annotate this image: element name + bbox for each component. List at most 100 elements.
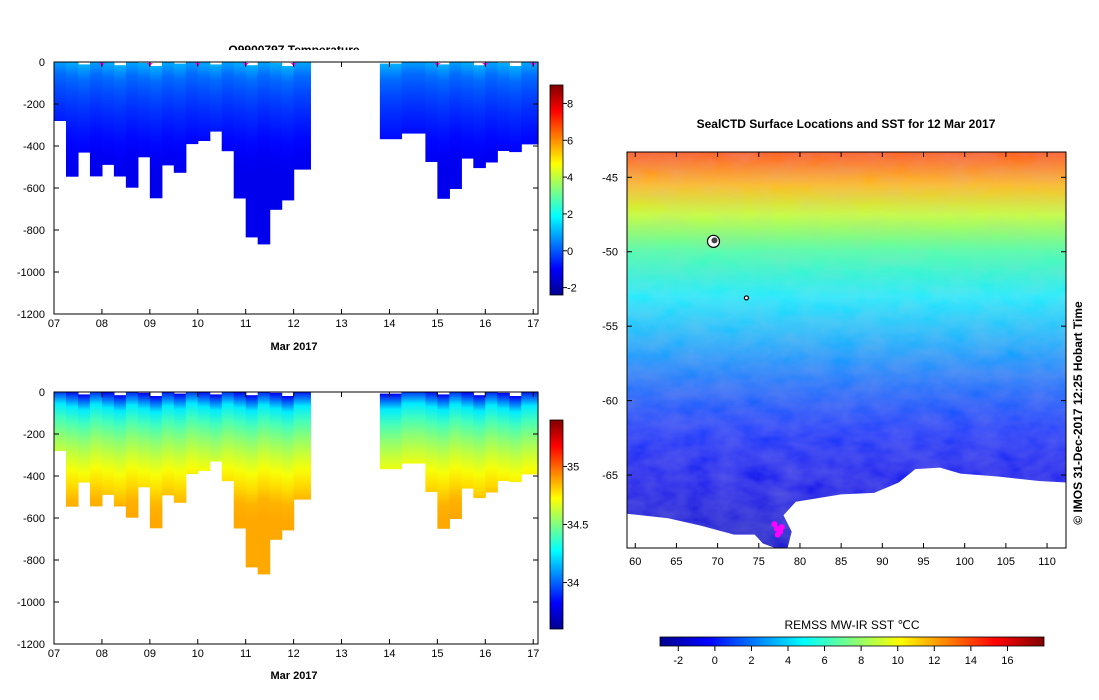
y-tick-label: 0 (39, 57, 45, 69)
map-x-tick-label: 105 (997, 556, 1015, 568)
map-x-tick-label: 85 (835, 556, 847, 568)
profile-column (485, 59, 498, 163)
profile-column (245, 65, 259, 238)
profile-column (521, 60, 539, 145)
salinity-colorbar (549, 419, 564, 630)
sst-colorbar-tick-label: 2 (748, 655, 754, 667)
x-tick-label: 17 (527, 318, 539, 330)
profile-column (125, 389, 139, 518)
profile-column (65, 61, 79, 177)
profile-column (293, 60, 311, 170)
profile-column (77, 394, 91, 483)
profile-column (113, 65, 127, 177)
salinity-y-axis: 0 -200 -400 -600 -800 -1000 -1200 (17, 387, 538, 651)
x-tick-label: 11 (240, 318, 251, 330)
y-tick-label: -600 (23, 513, 45, 525)
salinity-section (52, 380, 540, 575)
x-tick-label: 12 (287, 648, 299, 660)
temperature-colorbar (549, 84, 564, 296)
seal-positions (771, 521, 785, 538)
profile-column (245, 395, 259, 568)
sst-colorbar-tick-label: 0 (712, 655, 718, 667)
profile-column (461, 62, 474, 159)
profile-column (125, 59, 139, 188)
y-tick-label: -600 (23, 183, 45, 195)
temperature-y-axis: 0 -200 -400 -600 -800 -1000 -1200 (17, 57, 538, 321)
x-tick-label: 10 (192, 648, 204, 660)
sst-colorbar-tick-label: 6 (822, 655, 828, 667)
profile-column (197, 61, 211, 142)
profile-column (113, 395, 127, 507)
island-heard (743, 295, 750, 301)
profile-column (209, 64, 223, 132)
profile-column (161, 60, 175, 166)
profile-column (461, 392, 474, 489)
map-y-tick-label: -55 (602, 321, 618, 333)
colorbar-tick-label: 34 (567, 578, 579, 590)
x-tick-label: 15 (431, 648, 443, 660)
profile-column (54, 388, 67, 451)
salinity-x-axis: 07 08 09 10 11 12 13 14 15 16 17 (48, 392, 539, 660)
y-tick-label: -1200 (17, 639, 45, 651)
colorbar-tick-label: 2 (567, 209, 573, 221)
colorbar-tick-label: 8 (567, 98, 573, 110)
profile-column (379, 63, 403, 140)
x-tick-label: 10 (192, 318, 204, 330)
sst-colorbar-label: REMSS MW-IR SST ℃C (784, 618, 919, 632)
temperature-x-axis: 07 08 09 10 11 12 13 14 15 16 17 (48, 62, 539, 330)
x-tick-label: 12 (287, 318, 299, 330)
profile-column (293, 390, 311, 500)
profile-column (149, 396, 163, 529)
x-tick-label: 16 (479, 318, 491, 330)
profile-column (437, 64, 450, 199)
map-x-tick-label: 75 (753, 556, 765, 568)
profile-column (379, 393, 403, 470)
profile-column (497, 62, 510, 151)
colorbar-tick-label: 34.5 (567, 520, 588, 532)
y-tick-label: -200 (23, 429, 45, 441)
profile-column (137, 62, 151, 158)
temperature-x-label: Mar 2017 (270, 341, 317, 353)
sst-colorbar-tick-label: 16 (1001, 655, 1013, 667)
x-tick-label: 08 (96, 318, 108, 330)
land-polygon (627, 513, 776, 548)
colorbar-tick-label: 6 (567, 135, 573, 147)
map-x-tick-label: 60 (629, 556, 641, 568)
map-x-tick-label: 80 (794, 556, 806, 568)
profile-column (509, 66, 522, 153)
map-x-tick-label: 70 (711, 556, 723, 568)
profile-column (269, 62, 283, 210)
map-latitude-axis: -45 -50 -55 -60 -65 (602, 172, 1066, 482)
map-y-tick-label: -45 (602, 172, 618, 184)
sst-colorbar-tick-label: -2 (673, 655, 683, 667)
map-x-tick-label: 95 (917, 556, 929, 568)
x-tick-label: 17 (527, 648, 539, 660)
x-tick-label: 09 (144, 318, 156, 330)
x-tick-label: 14 (383, 318, 395, 330)
sst-colorbar-tick-label: 12 (928, 655, 940, 667)
y-tick-label: -1000 (17, 267, 45, 279)
profile-column (257, 389, 271, 575)
profile-column (449, 58, 462, 189)
colorbar-tick-label: -2 (567, 283, 577, 295)
profile-column (221, 58, 235, 152)
temperature-section (52, 50, 540, 245)
map-x-tick-label: 65 (670, 556, 682, 568)
temperature-colorbar-ticks: -2 0 2 4 6 8 (563, 98, 577, 295)
x-tick-label: 07 (48, 648, 60, 660)
map-y-tick-label: -65 (602, 470, 618, 482)
profile-column (89, 388, 103, 507)
x-tick-label: 14 (383, 648, 395, 660)
sst-colorbar-tick-label: 4 (785, 655, 791, 667)
sst-colorbar-tick-label: 10 (892, 655, 904, 667)
profile-column (65, 391, 79, 507)
profile-column (149, 66, 163, 199)
profile-column (161, 390, 175, 496)
y-tick-label: -1000 (17, 597, 45, 609)
y-tick-label: -200 (23, 99, 45, 111)
profile-column (509, 396, 522, 483)
profile-column (101, 392, 115, 495)
island-kerguelen (706, 234, 721, 248)
map-x-tick-label: 100 (956, 556, 974, 568)
